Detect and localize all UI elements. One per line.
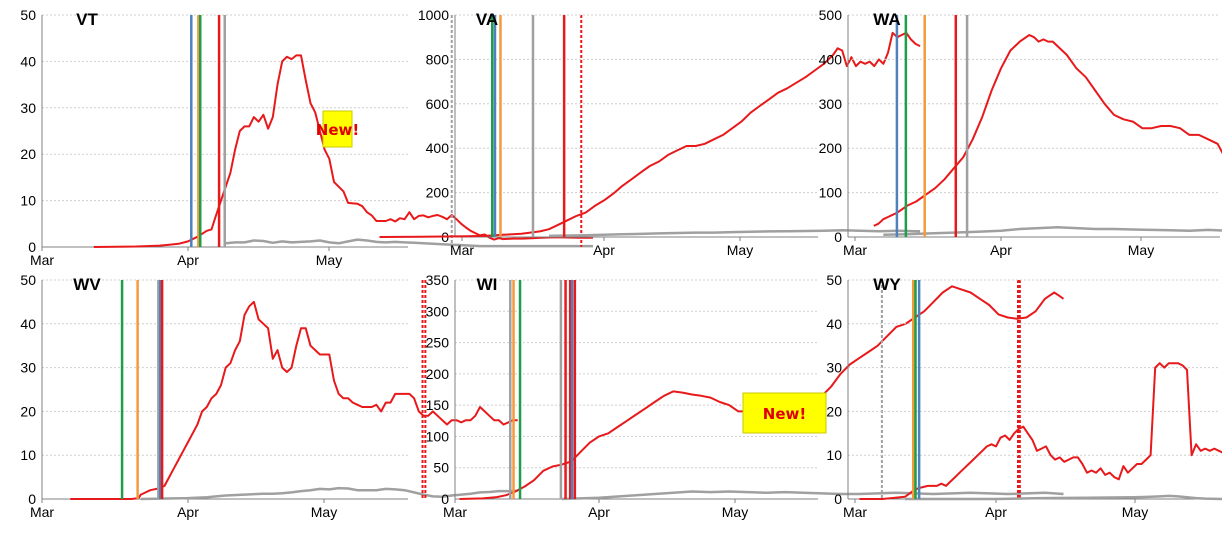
y-tick-label: 50: [20, 272, 36, 288]
panel-title: VA: [476, 10, 498, 29]
y-tick-label: 20: [826, 403, 842, 419]
chart-panel-wv: 0 10 20 30 40 50 Mar Apr May WV: [20, 272, 518, 520]
y-tick-label: 0: [441, 491, 449, 507]
x-tick-label: Apr: [177, 504, 199, 520]
y-tick-label: 50: [20, 7, 36, 23]
y-tick-label: 0: [28, 491, 36, 507]
y-tick-label: 0: [834, 229, 842, 245]
x-tick-label: Mar: [843, 242, 867, 258]
panel-title: WY: [873, 275, 901, 294]
series-line-main: [379, 31, 921, 238]
x-tick-label: May: [722, 504, 748, 520]
new-badge-label: New!: [763, 405, 806, 423]
x-tick-label: May: [311, 504, 337, 520]
y-tick-label: 600: [426, 96, 450, 112]
y-tick-label: 20: [20, 146, 36, 162]
x-tick-label: Apr: [593, 242, 615, 258]
y-tick-label: 150: [426, 397, 450, 413]
y-tick-label: 350: [426, 272, 450, 288]
x-tick-label: May: [1128, 242, 1154, 258]
series-line-main: [70, 300, 518, 500]
y-tick-label: 10: [20, 193, 36, 209]
series-line-main: [859, 362, 1222, 500]
y-tick-label: 20: [20, 403, 36, 419]
y-tick-label: 10: [826, 447, 842, 463]
chart-panel-va: 0 200 400 600 800 1000 Mar Apr May VA: [379, 7, 921, 258]
y-tick-label: 300: [819, 96, 843, 112]
x-tick-label: Mar: [843, 504, 867, 520]
y-tick-label: 250: [426, 335, 450, 351]
y-tick-label: 800: [426, 51, 450, 67]
y-tick-label: 40: [20, 316, 36, 332]
y-tick-label: 10: [20, 447, 36, 463]
panel-title: WV: [73, 275, 101, 294]
chart-panel-wa: 0 100 200 300 400 500 Mar Apr May WA: [819, 7, 1222, 258]
series-line-secondary: [905, 494, 1222, 501]
series-line-main: [93, 54, 593, 248]
x-tick-label: Mar: [30, 504, 54, 520]
y-tick-label: 30: [20, 360, 36, 376]
y-tick-label: 200: [819, 140, 843, 156]
panel-title: VT: [76, 10, 98, 29]
x-tick-label: Mar: [30, 252, 54, 268]
panel-title: WA: [873, 10, 900, 29]
y-tick-label: 0: [834, 491, 842, 507]
new-badge-label: New!: [316, 121, 359, 139]
panel-title: WI: [477, 275, 498, 294]
series-line-secondary: [140, 486, 518, 501]
new-badge: [742, 392, 827, 434]
series-line-main: [873, 34, 1222, 227]
y-tick-label: 200: [426, 185, 450, 201]
y-tick-label: 100: [819, 185, 843, 201]
y-tick-label: 30: [20, 100, 36, 116]
chart-panel-vt: 0 10 20 30 40 50 Mar Apr May VT New!: [20, 7, 593, 268]
new-badge: [322, 110, 353, 148]
series-line-secondary: [561, 490, 1064, 501]
x-tick-label: Apr: [985, 504, 1007, 520]
y-tick-label: 0: [28, 239, 36, 255]
x-tick-label: Apr: [990, 242, 1012, 258]
x-tick-label: May: [727, 242, 753, 258]
y-tick-label: 50: [433, 460, 449, 476]
y-tick-label: 500: [819, 7, 843, 23]
chart-panel-wy: 0 10 20 30 40 50 Mar Apr May WY: [826, 272, 1222, 520]
series-line-secondary: [225, 238, 593, 248]
y-tick-label: 1000: [418, 7, 449, 23]
y-tick-label: 300: [426, 303, 450, 319]
x-tick-label: Apr: [177, 252, 199, 268]
x-tick-label: Apr: [588, 504, 610, 520]
y-tick-label: 40: [826, 316, 842, 332]
y-tick-label: 100: [426, 428, 450, 444]
y-tick-label: 50: [826, 272, 842, 288]
y-tick-label: 40: [20, 53, 36, 69]
x-tick-label: May: [316, 252, 342, 268]
x-tick-label: Mar: [450, 242, 474, 258]
y-tick-label: 400: [819, 51, 843, 67]
x-tick-label: Mar: [443, 504, 467, 520]
y-tick-label: 400: [426, 140, 450, 156]
y-tick-label: 30: [826, 360, 842, 376]
series-line-secondary: [548, 229, 921, 238]
x-tick-label: May: [1122, 504, 1148, 520]
y-tick-label: 200: [426, 366, 450, 382]
series-line-secondary: [883, 225, 1222, 237]
